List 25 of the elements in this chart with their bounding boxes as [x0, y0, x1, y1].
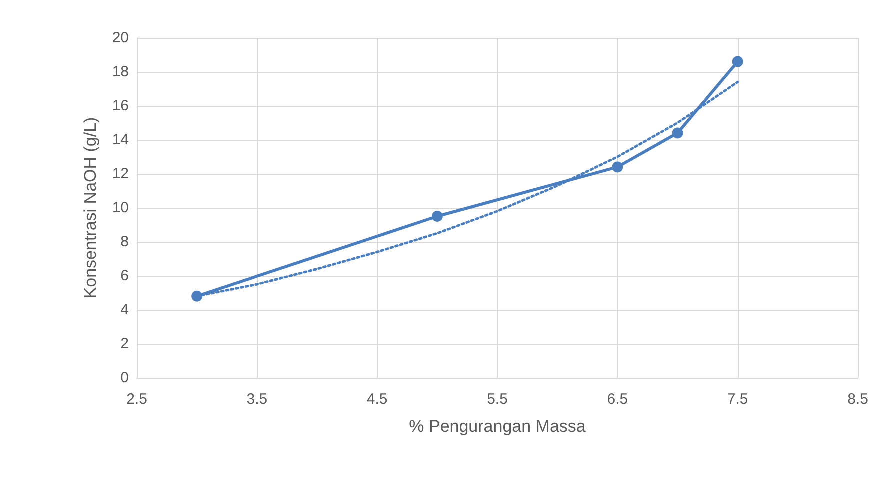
- y-tick-label: 12: [112, 166, 129, 182]
- x-tick-label: 8.5: [848, 391, 868, 408]
- y-tick-label: 4: [120, 302, 129, 318]
- y-tick-label: 0: [120, 370, 129, 386]
- point: [192, 290, 203, 302]
- y-tick-label: 14: [112, 132, 129, 148]
- x-tick-label: 7.5: [727, 391, 748, 408]
- x-axis-title: % Pengurangan Massa: [409, 417, 586, 436]
- x-tick-label: 5.5: [487, 391, 508, 408]
- x-tick-label: 4.5: [366, 391, 388, 408]
- x-tick-label: 3.5: [246, 391, 268, 408]
- point: [432, 211, 443, 222]
- y-tick-label: 16: [112, 98, 129, 114]
- point: [732, 56, 744, 68]
- x-tick-label: 2.5: [126, 391, 148, 408]
- y-tick-label: 18: [112, 64, 129, 80]
- y-tick-label: 2: [120, 336, 129, 352]
- y-axis-title: Konsentrasi NaOH (g/L): [81, 117, 100, 299]
- y-tick-label: 10: [112, 200, 129, 216]
- point: [612, 162, 624, 173]
- y-tick-label: 20: [112, 30, 129, 46]
- y-tick-label: 6: [120, 268, 129, 284]
- x-tick-label: 6.5: [607, 391, 628, 408]
- y-tick-label: 8: [120, 234, 129, 250]
- point: [672, 128, 684, 139]
